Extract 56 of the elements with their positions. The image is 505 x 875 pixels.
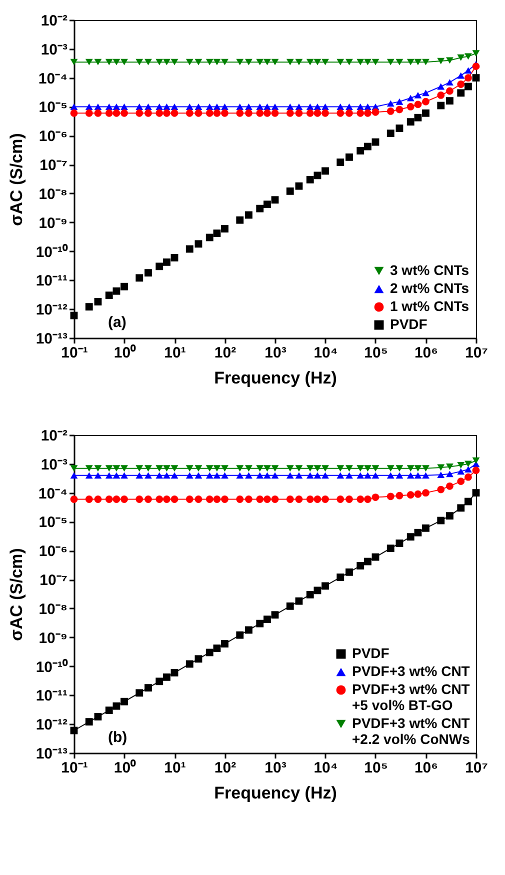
y-tick-label: 10⁻³: [40, 456, 68, 474]
annotation: (b): [108, 729, 128, 746]
y-tick-label: 10⁻⁶: [38, 128, 68, 146]
y-tick-label: 10⁻¹⁰: [36, 242, 68, 261]
legend-label: PVDF: [390, 316, 428, 332]
x-tick-label: 10¹: [164, 760, 186, 776]
legend-label: 3 wt% CNTs: [390, 262, 470, 278]
legend-label: 2 wt% CNTs: [390, 280, 470, 296]
x-tick-label: 10⁻¹: [61, 760, 88, 776]
x-tick-label: 10⁴: [314, 344, 338, 362]
y-tick-label: 10⁻⁶: [38, 543, 68, 560]
y-tick-label: 10⁻¹¹: [36, 272, 68, 290]
legend-label: PVDF+3 wt% CNT: [352, 663, 470, 679]
x-tick-label: 10¹: [164, 344, 186, 362]
x-tick-label: 10³: [264, 344, 286, 362]
y-tick-label: 10⁻²: [40, 428, 68, 444]
x-tick-label: 10⁷: [465, 344, 488, 362]
legend-label: 1 wt% CNTs: [390, 298, 470, 314]
y-tick-label: 10⁻⁸: [38, 600, 68, 618]
x-tick-label: 10⁷: [465, 760, 488, 776]
y-tick-label: 10⁻⁵: [38, 99, 68, 116]
x-tick-label: 10²: [214, 344, 236, 362]
y-tick-label: 10⁻¹⁰: [36, 658, 68, 676]
x-tick-label: 10³: [264, 760, 286, 776]
y-tick-label: 10⁻¹²: [36, 302, 68, 319]
x-tick-label: 10⁰: [114, 758, 137, 776]
annotation: (a): [108, 314, 126, 331]
x-tick-label: 10⁶: [414, 760, 438, 776]
y-tick-label: 10⁻¹²: [36, 716, 68, 734]
x-axis-title: Frequency (Hz): [214, 368, 337, 388]
x-tick-label: 10²: [214, 760, 236, 776]
y-tick-label: 10⁻⁴: [38, 70, 68, 88]
legend-label: PVDF: [352, 645, 390, 661]
legend-label: PVDF+3 wt% CNT +2.2 vol% CoNWs: [352, 715, 470, 747]
x-tick-label: 10⁵: [364, 344, 388, 362]
x-tick-label: 10⁻¹: [61, 344, 88, 362]
x-tick-label: 10⁰: [114, 344, 137, 362]
y-tick-label: 10⁻⁷: [40, 157, 68, 174]
x-tick-label: 10⁵: [364, 760, 388, 776]
y-axis-title: σAC (S/cm): [6, 133, 26, 226]
legend-label: PVDF+3 wt% CNT +5 vol% BT-GO: [352, 681, 470, 713]
y-tick-label: 10⁻¹³: [36, 746, 68, 762]
y-tick-label: 10⁻⁹: [38, 630, 68, 647]
x-tick-label: 10⁶: [414, 344, 438, 362]
y-tick-label: 10⁻¹¹: [36, 688, 68, 705]
y-tick-label: 10⁻¹³: [36, 330, 68, 348]
y-tick-label: 10⁻⁸: [38, 186, 68, 203]
y-tick-label: 10⁻⁷: [40, 572, 68, 590]
y-tick-label: 10⁻⁵: [38, 514, 68, 532]
y-axis-title: σAC (S/cm): [6, 548, 26, 641]
y-tick-label: 10⁻²: [40, 12, 68, 30]
x-tick-label: 10⁴: [314, 760, 338, 776]
x-axis-title: Frequency (Hz): [214, 784, 337, 802]
y-tick-label: 10⁻³: [40, 41, 68, 58]
y-tick-label: 10⁻⁴: [38, 485, 68, 502]
y-tick-label: 10⁻⁹: [38, 214, 68, 232]
